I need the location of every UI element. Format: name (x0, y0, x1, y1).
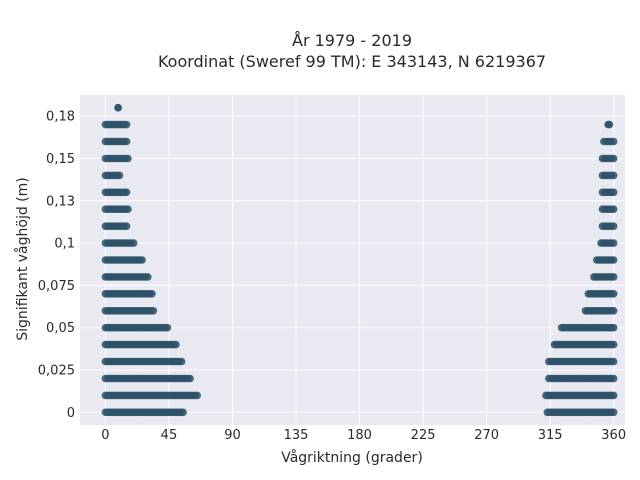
data-point (129, 239, 138, 247)
data-point (193, 391, 201, 400)
x-tick-label: 225 (411, 428, 436, 443)
x-tick-label: 90 (224, 428, 241, 443)
y-tick-label: 0,05 (46, 321, 75, 336)
x-tick-label: 360 (601, 428, 626, 443)
x-tick-label: 45 (161, 428, 178, 443)
data-point (609, 273, 618, 281)
y-tick-label: 0,13 (46, 194, 75, 209)
data-point (609, 137, 618, 146)
chart-subtitle: Koordinat (Sweref 99 TM): E 343143, N 62… (158, 52, 546, 71)
data-point (115, 171, 124, 180)
data-point (163, 323, 172, 332)
data-point (609, 171, 618, 180)
data-point (609, 323, 618, 332)
data-point (124, 154, 132, 163)
y-tick-label: 0,18 (46, 110, 75, 125)
data-point (609, 205, 618, 213)
y-tick-label: 0,1 (54, 237, 75, 252)
gridlines (80, 95, 625, 425)
data-point (609, 408, 618, 417)
x-axis-label: Vågriktning (grader) (281, 449, 423, 466)
chart-title: År 1979 - 2019 (292, 31, 412, 50)
data-point (144, 273, 152, 281)
y-tick-label: 0,15 (46, 152, 75, 167)
data-point (149, 307, 158, 315)
data-point (114, 103, 122, 112)
data-point (609, 222, 618, 230)
x-tick-label: 0 (101, 428, 109, 443)
data-point (609, 188, 618, 197)
data-point (179, 408, 187, 417)
data-point (177, 357, 186, 366)
data-point (609, 374, 618, 383)
y-tick-label: 0,075 (38, 279, 75, 294)
data-point (122, 120, 131, 129)
data-point (609, 307, 618, 315)
data-point (609, 154, 618, 163)
y-tick-label: 0 (67, 406, 75, 421)
data-point (124, 205, 132, 213)
data-point (609, 357, 618, 366)
data-point (172, 340, 180, 349)
data-point (609, 340, 618, 349)
data-point (138, 256, 146, 264)
tick-labels: 0 45 90 135 180 225 270 315 360 0 0,025 0,05 0,075 0,… (38, 110, 626, 443)
y-tick-label: 0,025 (38, 364, 75, 379)
data-point (609, 256, 618, 264)
data-points (101, 103, 618, 417)
data-point (122, 222, 131, 230)
x-tick-label: 135 (284, 428, 309, 443)
data-point (609, 290, 618, 298)
x-tick-label: 315 (538, 428, 563, 443)
data-point (122, 188, 131, 197)
data-point (186, 374, 194, 383)
x-tick-label: 270 (474, 428, 499, 443)
data-point (605, 120, 614, 129)
x-tick-label: 180 (347, 428, 372, 443)
data-point (609, 391, 618, 400)
data-point (609, 239, 618, 247)
data-point (148, 290, 156, 298)
y-axis-label: Signifikant våghöjd (m) (14, 177, 31, 340)
data-point (122, 137, 131, 146)
